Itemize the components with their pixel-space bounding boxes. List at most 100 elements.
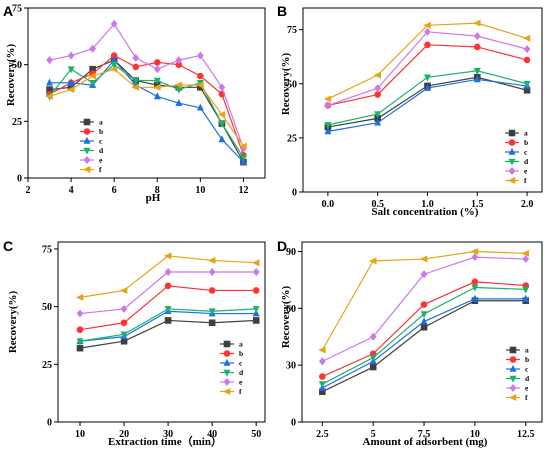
legend-marker [83, 136, 91, 144]
data-point [374, 91, 381, 98]
panel-c: C Recovery(%) Extraction time（min） 10 20 3… [3, 238, 266, 448]
series-b [319, 278, 530, 380]
x-tick-label: 40 [207, 429, 217, 440]
legend-label: e [525, 384, 529, 393]
legend-label: d [239, 368, 244, 377]
legend-label: c [99, 137, 103, 146]
data-point [175, 99, 183, 106]
legend-label: b [525, 355, 529, 364]
legend-label: c [524, 148, 528, 157]
data-point [153, 65, 161, 74]
legend-marker [508, 129, 516, 137]
data-point [46, 56, 53, 65]
data-point [251, 259, 260, 267]
series-line [49, 63, 244, 158]
data-point [164, 268, 172, 276]
panel-b: B Recovery(%) Salt concentration (%) 0.0… [277, 3, 543, 218]
x-tick-label: 1.0 [421, 199, 434, 210]
data-point [252, 306, 260, 314]
y-tick-label: 90 [286, 247, 296, 258]
data-point [132, 53, 140, 62]
panel-letter: C [3, 238, 13, 254]
data-point [424, 27, 431, 36]
data-point [420, 317, 428, 325]
y-tick-label: 25 [42, 360, 52, 371]
data-point [374, 118, 382, 126]
x-tick-label: 12 [238, 185, 248, 196]
plot-frame [301, 241, 543, 423]
data-point [318, 357, 326, 366]
x-tick-label: 50 [251, 429, 261, 440]
panel-letter: A [3, 3, 13, 19]
y-tick-label: 75 [12, 4, 22, 15]
plot-frame [27, 7, 266, 179]
data-point [420, 311, 428, 319]
x-axis-label: Salt concentration (%) [372, 206, 479, 218]
x-tick-label: 30 [163, 429, 173, 440]
data-point [473, 32, 481, 41]
legend-marker [83, 128, 91, 135]
data-point [252, 287, 260, 294]
data-point [473, 67, 481, 75]
series-c [318, 294, 530, 391]
data-point [175, 86, 183, 94]
data-point [76, 309, 84, 318]
legend-label: d [525, 374, 530, 383]
data-point [196, 103, 204, 111]
data-point [420, 323, 428, 331]
data-point [420, 301, 428, 308]
x-tick-label: 5 [371, 429, 376, 440]
x-tick-label: 1.5 [471, 199, 484, 210]
legend-marker [223, 378, 231, 386]
data-point [153, 83, 161, 91]
legend-label: f [99, 165, 102, 174]
data-point [471, 284, 479, 292]
y-tick-label: 75 [287, 25, 297, 36]
legend-label: e [99, 156, 103, 165]
x-tick-label: 2.5 [316, 429, 329, 440]
x-axis-label: Amount of adsorbent (mg) [363, 436, 488, 448]
data-point [471, 253, 479, 262]
data-point [471, 294, 479, 302]
data-point [324, 127, 332, 135]
legend-marker [508, 139, 516, 146]
series-e [324, 27, 531, 110]
series-d [318, 284, 530, 389]
data-point [174, 81, 183, 89]
legend-marker [223, 340, 231, 348]
panel-d: D Recovery(%) Amount of adsorbent (mg) 2… [277, 238, 543, 448]
data-point [46, 78, 54, 86]
series-line [49, 54, 245, 156]
data-point [208, 319, 216, 327]
x-axis-label: Extraction time（min） [108, 435, 222, 448]
x-tick-label: 10 [195, 185, 205, 196]
series-c [324, 75, 531, 135]
y-axis-label: Recovery(%) [7, 291, 19, 354]
data-point [67, 78, 75, 86]
y-tick-label: 25 [12, 117, 22, 128]
data-point [523, 45, 531, 54]
data-point [374, 84, 382, 93]
x-tick-label: 6 [112, 185, 117, 196]
data-point [67, 51, 75, 60]
data-point [324, 122, 332, 130]
data-point [208, 268, 216, 276]
series-d [46, 61, 247, 162]
y-axis-label: Recovery(%) [280, 53, 292, 116]
data-point [67, 66, 75, 74]
x-tick-label: 2.0 [521, 199, 534, 210]
data-point [120, 304, 128, 313]
data-point [252, 317, 260, 324]
data-point [153, 92, 161, 100]
x-tick-label: 12.5 [517, 429, 535, 440]
data-point [473, 19, 481, 27]
x-tick-label: 10 [470, 429, 480, 440]
legend-label: b [524, 138, 528, 147]
legend-label: f [239, 387, 242, 396]
legend-marker [222, 388, 231, 395]
legend-label: a [525, 346, 529, 355]
